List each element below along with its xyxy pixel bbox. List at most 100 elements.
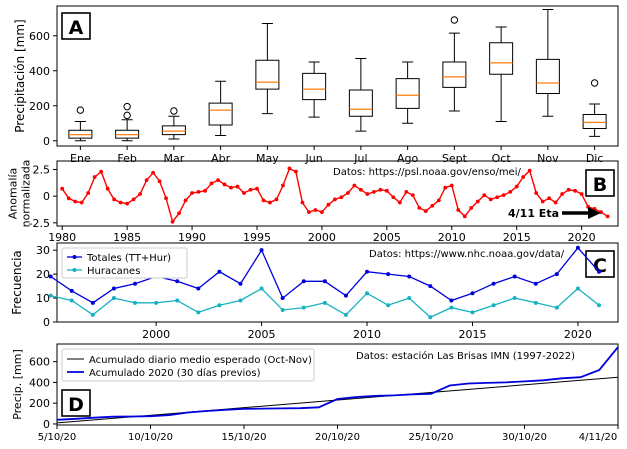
y-tick-label: 30 (36, 244, 50, 257)
data-point (60, 186, 65, 191)
y-tick-label: 200 (29, 397, 50, 410)
panel-label: C (593, 255, 607, 277)
data-point (579, 192, 584, 196)
data-point (151, 170, 155, 175)
data-point (456, 208, 461, 212)
y-axis-label: Anomalíanormalizada (7, 160, 33, 228)
data-point (217, 303, 222, 308)
data-point (48, 274, 53, 279)
data-point (573, 188, 578, 193)
x-tick-label: Dic (586, 152, 604, 165)
data-point (259, 248, 264, 253)
data-point (352, 183, 357, 188)
series-line-acumulado-2020 (56, 346, 619, 421)
data-point (203, 188, 207, 193)
data-point (248, 187, 253, 192)
y-tick-label: 10 (36, 292, 50, 305)
data-point (138, 192, 143, 196)
data-point (313, 208, 318, 212)
data-point (177, 211, 181, 216)
x-tick-label: 15/10/20 (222, 432, 267, 443)
y-tick-label: 20 (36, 268, 50, 281)
data-point (301, 305, 306, 310)
x-tick-label: Feb (117, 152, 136, 165)
data-point (105, 186, 110, 191)
eta-arrow-head (588, 207, 601, 219)
data-point (575, 245, 580, 250)
x-tick-label: 20/10/20 (315, 432, 360, 443)
x-tick-label: 2015 (503, 231, 531, 244)
data-point (333, 197, 337, 202)
data-point (365, 291, 370, 296)
data-point (190, 191, 194, 195)
box-iqr (208, 102, 233, 126)
x-tick-label: Abr (211, 152, 231, 165)
data-point (527, 168, 532, 173)
data-point (131, 197, 136, 202)
y-tick-label: 600 (29, 30, 50, 43)
data-point (79, 200, 84, 205)
data-point (397, 200, 402, 205)
data-point (547, 196, 552, 201)
y-axis-label: Precipitación [mm] (13, 19, 27, 132)
data-point (301, 279, 306, 284)
data-point (238, 298, 243, 303)
legend-marker (72, 255, 77, 259)
data-source-note: Datos: https://www.nhc.noaa.gov/data/ (369, 249, 565, 260)
y-tick-label: 600 (29, 356, 50, 369)
data-point (157, 179, 162, 184)
data-point (491, 303, 496, 308)
x-tick-label: 2005 (373, 231, 401, 244)
data-point (183, 198, 188, 203)
data-point (475, 199, 480, 204)
data-point (294, 169, 298, 174)
x-tick-label: 1995 (243, 231, 271, 244)
data-point (365, 192, 370, 196)
data-point (261, 198, 266, 203)
box-iqr (255, 59, 280, 90)
data-point (112, 197, 117, 202)
data-point (238, 281, 243, 286)
y-tick-label: 0 (43, 316, 50, 329)
plot-frame (56, 242, 619, 323)
data-point (407, 274, 412, 279)
data-point (69, 298, 74, 303)
data-point (268, 200, 272, 205)
data-point (470, 310, 475, 315)
data-point (99, 169, 104, 174)
data-point (280, 308, 285, 313)
data-point (386, 303, 391, 308)
data-point (566, 187, 571, 192)
data-point (404, 190, 409, 194)
data-point (428, 284, 433, 289)
x-tick-label: Jun (305, 152, 323, 165)
box-iqr (489, 42, 514, 75)
y-axis-label-line: Anomalía (7, 168, 20, 220)
data-point (216, 178, 220, 183)
x-tick-label: 30/10/20 (502, 432, 547, 443)
data-point (470, 291, 475, 296)
data-point (423, 209, 428, 213)
data-point (386, 272, 391, 277)
box-iqr (582, 114, 607, 129)
data-point (111, 286, 116, 291)
data-point (560, 192, 565, 196)
data-point (320, 210, 324, 215)
data-point (491, 281, 496, 286)
x-tick-label: 2000 (142, 328, 170, 341)
data-point (575, 286, 580, 291)
x-tick-label: 5/10/20 (38, 432, 77, 443)
x-tick-label: 25/10/20 (409, 432, 454, 443)
data-point (322, 279, 327, 284)
x-tick-label: Ago (397, 152, 419, 165)
data-point (281, 183, 285, 188)
data-point (488, 197, 493, 202)
y-tick-label: -2.5 (29, 217, 50, 230)
data-point (597, 269, 602, 274)
data-point (443, 185, 448, 190)
y-axis-label: Frecuencia (10, 250, 24, 315)
data-point (391, 195, 396, 200)
plot-frame (56, 5, 619, 147)
data-point (90, 300, 95, 305)
